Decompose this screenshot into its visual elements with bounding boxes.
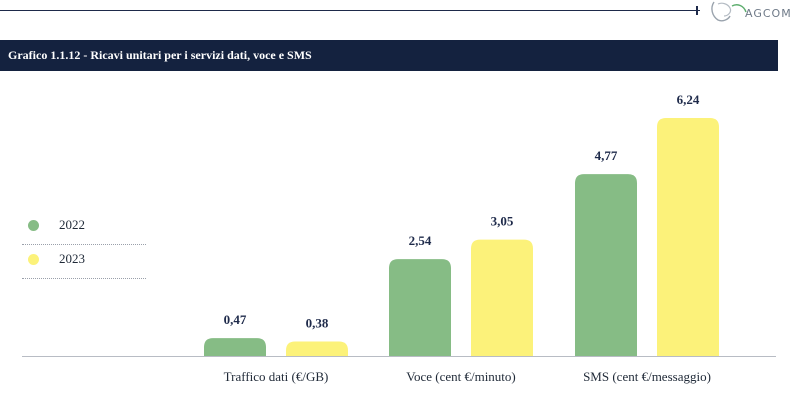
bar-2023-1 — [471, 239, 533, 356]
legend-label-2023: 2023 — [59, 251, 85, 266]
bar-2023-2 — [657, 118, 719, 356]
chart-legend: 2022 2023 — [22, 212, 146, 280]
chart-title: Grafico 1.1.12 - Ricavi unitari per i se… — [0, 40, 778, 71]
bar-2022-0 — [204, 338, 266, 356]
value-label-2022-1: 2,54 — [409, 233, 432, 248]
legend-swatch-2022 — [28, 220, 39, 231]
header-rule-end — [696, 6, 698, 15]
value-label-2023-1: 3,05 — [491, 214, 514, 229]
legend-swatch-2023 — [28, 254, 39, 265]
header-rule — [0, 10, 700, 11]
legend-item-2023: 2023 — [22, 246, 146, 279]
value-label-2023-2: 6,24 — [677, 92, 700, 107]
legend-item-2022: 2022 — [22, 212, 146, 245]
category-label-0: Traffico dati (€/GB) — [224, 369, 329, 384]
agcom-logo-text: AGCOM — [745, 7, 792, 20]
bar-2022-2 — [575, 174, 637, 356]
value-label-2022-2: 4,77 — [595, 148, 618, 163]
value-label-2023-0: 0,38 — [306, 316, 329, 331]
agcom-emblem-icon — [711, 1, 747, 22]
bar-2023-0 — [286, 341, 348, 356]
value-label-2022-0: 0,47 — [224, 312, 247, 327]
category-label-1: Voce (cent €/minuto) — [406, 369, 516, 384]
category-label-2: SMS (cent €/messaggio) — [583, 369, 711, 384]
bar-2022-1 — [389, 259, 451, 356]
legend-label-2022: 2022 — [59, 217, 85, 232]
